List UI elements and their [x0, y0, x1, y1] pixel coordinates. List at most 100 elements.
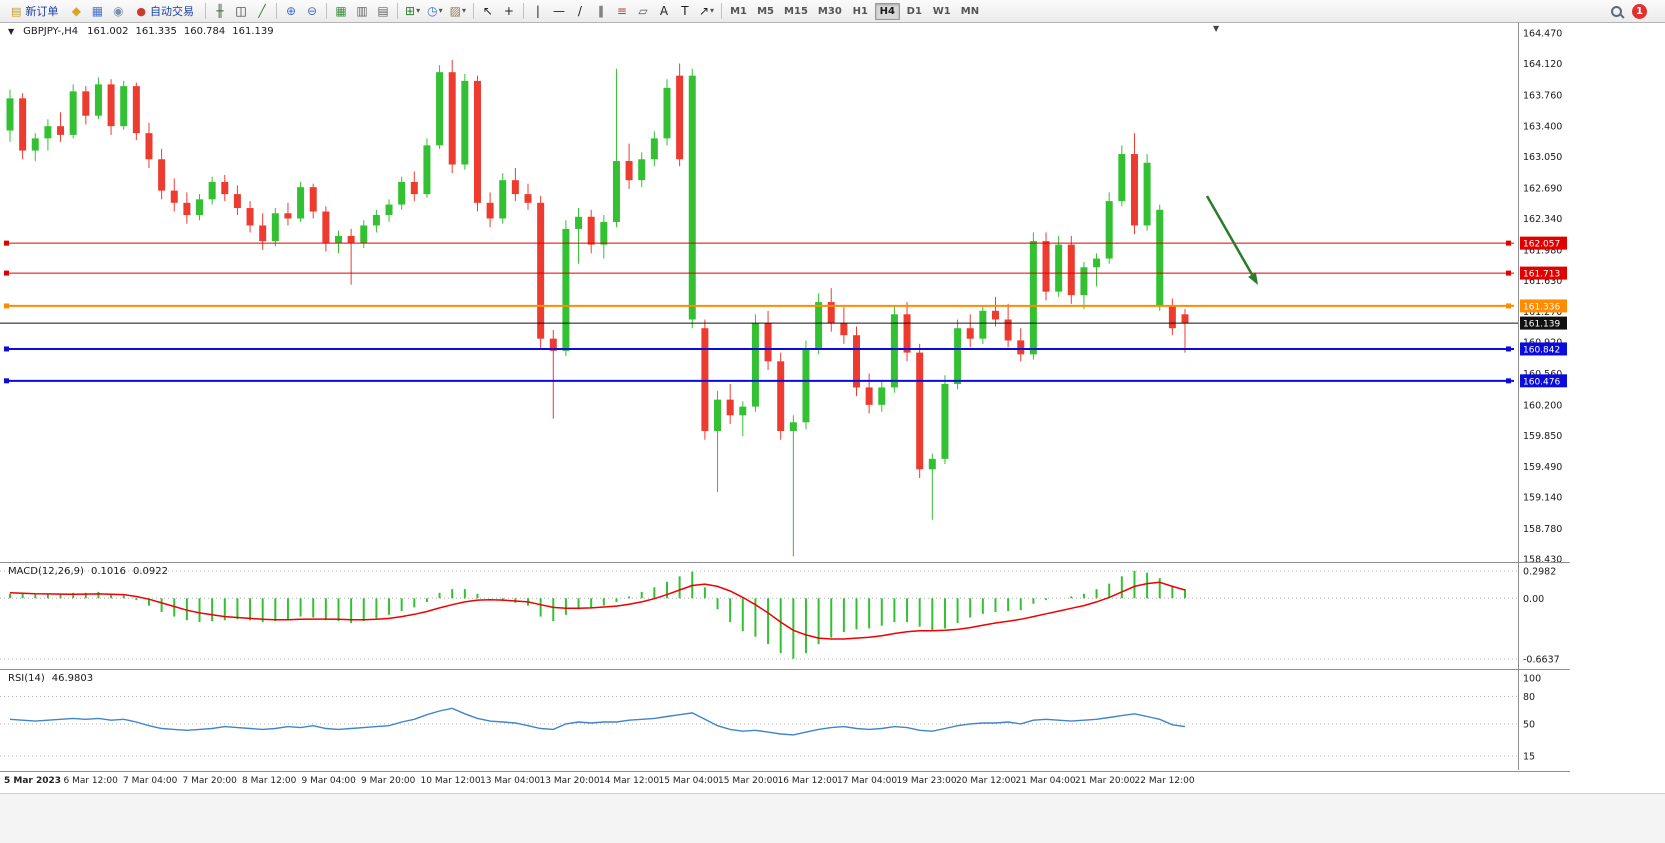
price-level-line[interactable]: 160.476 — [4, 374, 1567, 388]
price-axis[interactable]: 164.470 164.120 163.760 163.400 163.050 162.6… — [1523, 29, 1562, 563]
search-icon[interactable] — [1611, 5, 1622, 17]
timeframe-M5-button[interactable]: M5 — [757, 5, 774, 17]
candle-body — [1017, 340, 1025, 355]
time-axis-label: 19 Mar 23:00 — [896, 776, 957, 786]
ohlc-low: 160.784 — [183, 26, 226, 37]
candle-body — [676, 75, 684, 160]
template-glyph: ▨ — [449, 4, 461, 18]
candlestick-chart-icon[interactable]: ◫ — [231, 2, 251, 21]
symbol-dropdown-icon[interactable]: ▼ — [8, 27, 15, 36]
time-axis-label: 14 Mar 12:00 — [599, 776, 660, 786]
candle — [701, 319, 709, 440]
cascade-windows-icon[interactable]: ▥ — [352, 2, 372, 21]
candle-body — [107, 84, 115, 127]
candle-body — [827, 302, 835, 323]
time-axis[interactable]: 5 Mar 2023 6 Mar 12:00 7 Mar 04:00 7 Mar 20… — [0, 771, 1570, 793]
panel-separator[interactable] — [0, 562, 1570, 563]
template-button[interactable]: ▨ ▾ — [447, 2, 469, 21]
level-anchor[interactable] — [1506, 346, 1511, 352]
line-chart-icon-glyph: ╱ — [258, 4, 266, 18]
price-level-line[interactable]: 160.842 — [4, 342, 1567, 356]
bars-chart-icon[interactable]: ╫ — [210, 2, 230, 21]
candle — [82, 86, 90, 125]
level-anchor[interactable] — [1506, 240, 1511, 246]
rsi-panel[interactable]: RSI(14) 46.9803 100 80 50 15 — [0, 670, 1570, 770]
macd-panel[interactable]: MACD(12,26,9) 0.1016 0.0922 0.2982 0.00 -0… — [0, 563, 1570, 669]
candlestick-chart[interactable]: 164.470 164.120 163.760 163.400 163.050 162.6… — [0, 23, 1570, 562]
candle-body — [448, 72, 456, 165]
candle — [486, 192, 494, 228]
candle-body — [1093, 258, 1101, 268]
toolbar-separator — [522, 3, 524, 19]
arrange-windows-icon[interactable]: ▤ — [373, 2, 393, 21]
timeframe-D1-button[interactable]: D1 — [906, 5, 922, 17]
price-level-line[interactable]: 161.713 — [4, 266, 1567, 280]
add-indicator-button[interactable]: ⊞ ▾ — [402, 2, 423, 21]
fibonacci-icon[interactable]: ≡ — [612, 2, 632, 21]
toolbar: ▤ 新订单 ◆ ▦ ◉ ● 自动交易 ╫ ◫ ╱ ⊕ ⊖ ▦ ▥ ▤ ⊞ ▾ ◷ ▾ ▨ ▾ ↖ + | — / ∥ ≡ ▱ A T ↗ ▾ M… — [0, 0, 1665, 23]
crosshair-icon[interactable]: + — [499, 2, 519, 21]
candle-body — [916, 352, 924, 470]
level-anchor[interactable] — [4, 303, 9, 309]
data-window-icon[interactable]: ▦ — [87, 2, 107, 21]
timeframe-H1-button[interactable]: H1 — [852, 5, 868, 17]
macd-axis-label: 0.2982 — [1523, 567, 1556, 578]
timeframe-W1-button[interactable]: W1 — [932, 5, 951, 17]
arrows-button[interactable]: ↗ ▾ — [696, 2, 717, 21]
price-level-line[interactable]: 162.057 — [4, 236, 1567, 250]
level-anchor[interactable] — [1506, 270, 1511, 276]
candle — [360, 220, 368, 249]
level-anchor[interactable] — [4, 270, 9, 276]
timeframe-M30-button[interactable]: M30 — [817, 5, 842, 17]
zoom-out-icon[interactable]: ⊖ — [302, 2, 322, 21]
navigator-icon[interactable]: ◉ — [108, 2, 128, 21]
candle-body — [612, 161, 620, 222]
line-chart-icon[interactable]: ╱ — [252, 2, 272, 21]
panel-separator[interactable] — [0, 669, 1570, 670]
zoom-in-icon[interactable]: ⊕ — [281, 2, 301, 21]
tile-windows-icon[interactable]: ▦ — [331, 2, 351, 21]
timeframe-M15-button[interactable]: M15 — [784, 5, 808, 17]
trendline-icon-glyph: / — [577, 4, 582, 18]
price-level-line[interactable]: 161.336 — [4, 299, 1567, 313]
candle — [789, 415, 797, 557]
candle — [827, 288, 835, 332]
candle-body — [1168, 305, 1176, 329]
candle-body — [1156, 209, 1164, 306]
arrow-annotation[interactable] — [1205, 195, 1258, 285]
label-icon[interactable]: T — [675, 2, 695, 21]
candle-body — [347, 235, 355, 243]
level-anchor[interactable] — [4, 378, 9, 384]
timeframe-M1-button[interactable]: M1 — [730, 5, 747, 17]
shapes-icon[interactable]: ▱ — [633, 2, 653, 21]
level-anchor[interactable] — [1506, 378, 1511, 384]
level-anchor[interactable] — [1506, 303, 1511, 309]
cursor-icon[interactable]: ↖ — [478, 2, 498, 21]
time-axis-label: 7 Mar 04:00 — [123, 776, 178, 786]
market-watch-icon[interactable]: ◆ — [66, 2, 86, 21]
arrange-windows-icon-glyph: ▤ — [377, 4, 389, 18]
macd-chart[interactable]: 0.2982 0.00 -0.6637 — [0, 563, 1570, 669]
macd-value-main: 0.1016 — [90, 566, 126, 577]
candle — [600, 215, 608, 259]
autotrade-button[interactable]: ● 自动交易 — [129, 2, 201, 21]
candle — [57, 112, 65, 142]
level-anchor[interactable] — [4, 240, 9, 246]
main-chart-panel[interactable]: ▼ GBPJPY-,H4 161.002 161.335 160.784 161… — [0, 23, 1570, 562]
timeframe-MN-button[interactable]: MN — [960, 5, 980, 17]
text-icon[interactable]: A — [654, 2, 674, 21]
timeframe-H4-button[interactable]: H4 — [874, 2, 900, 20]
toolbar-separator — [397, 3, 399, 19]
notification-badge[interactable]: 1 — [1632, 3, 1647, 19]
level-anchor[interactable] — [4, 346, 9, 352]
time-axis-label: 13 Mar 04:00 — [480, 776, 541, 786]
equidistant-channel-icon[interactable]: ∥ — [591, 2, 611, 21]
candle — [815, 293, 823, 355]
candle-body — [322, 211, 330, 243]
vertical-line-icon[interactable]: | — [528, 2, 548, 21]
trendline-icon[interactable]: / — [570, 2, 590, 21]
rsi-chart[interactable]: 100 80 50 15 — [0, 670, 1570, 770]
horizontal-line-icon[interactable]: — — [549, 2, 569, 21]
new-order-button[interactable]: ▤ 新订单 — [4, 2, 65, 21]
period-button[interactable]: ◷ ▾ — [424, 2, 446, 21]
